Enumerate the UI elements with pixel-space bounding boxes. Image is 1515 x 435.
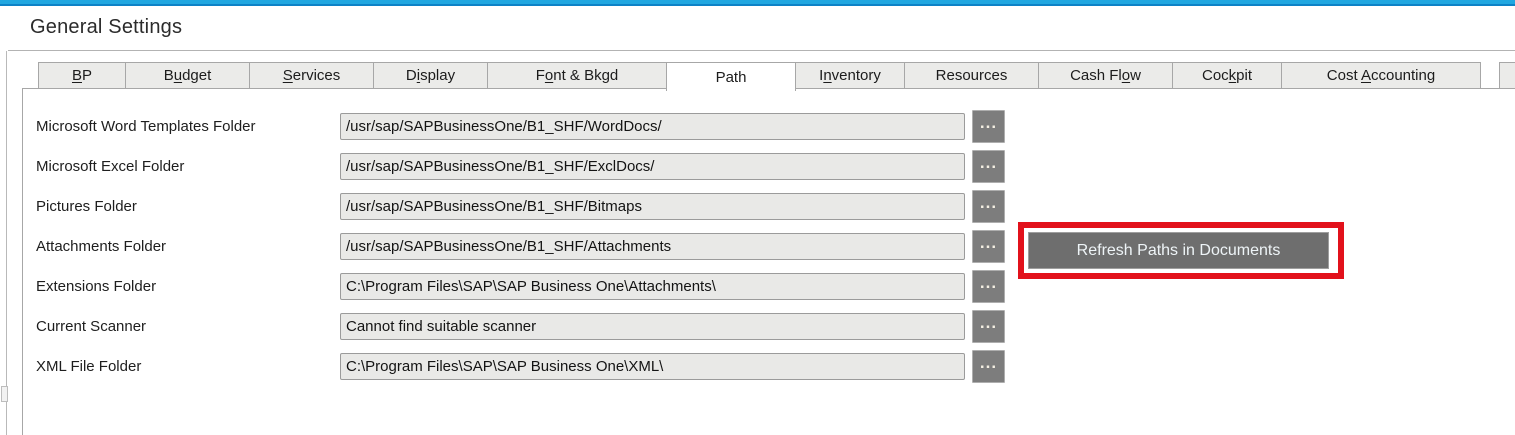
extensions-folder-browse-button[interactable]: ...	[972, 270, 1005, 303]
extensions-folder-input[interactable]	[340, 273, 965, 300]
form-row-microsoft-word-templates-folder: Microsoft Word Templates Folder ...	[36, 110, 1005, 143]
ellipsis-icon: ...	[979, 152, 998, 172]
microsoft-word-templates-folder-input[interactable]	[340, 113, 965, 140]
tab-cash-flow[interactable]: Cash Flow	[1038, 62, 1173, 88]
tab-path[interactable]: Path	[666, 62, 796, 91]
tab-label: Cost Accounting	[1326, 67, 1436, 84]
tab-label: Cockpit	[1201, 67, 1253, 84]
ellipsis-icon: ...	[979, 352, 998, 372]
microsoft-excel-folder-browse-button[interactable]: ...	[972, 150, 1005, 183]
window-left-border	[6, 51, 7, 435]
current-scanner-label: Current Scanner	[36, 318, 147, 335]
tab-overflow-sliver	[1499, 62, 1515, 88]
xml-file-folder-label: XML File Folder	[36, 358, 142, 375]
tab-label: Resources	[935, 67, 1008, 84]
tab-label: Cash Flow	[1070, 67, 1141, 84]
form-row-xml-file-folder: XML File Folder ...	[36, 350, 1005, 383]
form-row-attachments-folder: Attachments Folder ...	[36, 230, 1005, 263]
pictures-folder-input[interactable]	[340, 193, 965, 220]
tab-bar: BP Budget Services Display Font & Bkgd P…	[38, 62, 1481, 91]
form-row-extensions-folder: Extensions Folder ...	[36, 270, 1005, 303]
tab-label: Inventory	[819, 67, 881, 84]
tab-label: Display	[405, 67, 456, 84]
microsoft-excel-folder-label: Microsoft Excel Folder	[36, 158, 185, 175]
path-settings-form: Microsoft Word Templates Folder ... Micr…	[36, 110, 1005, 390]
tab-font-bkgd[interactable]: Font & Bkgd	[487, 62, 667, 88]
microsoft-excel-folder-input[interactable]	[340, 153, 965, 180]
red-highlight-rectangle: Refresh Paths in Documents	[1018, 222, 1344, 279]
tab-label: BP	[71, 67, 93, 84]
window-top-blue-strip	[0, 0, 1515, 6]
page-title: General Settings	[30, 16, 183, 38]
form-row-microsoft-excel-folder: Microsoft Excel Folder ...	[36, 150, 1005, 183]
current-scanner-browse-button[interactable]: ...	[972, 310, 1005, 343]
tab-bp[interactable]: BP	[38, 62, 126, 88]
ellipsis-icon: ...	[979, 112, 998, 132]
ellipsis-icon: ...	[979, 192, 998, 212]
left-edge-grip	[1, 386, 8, 402]
current-scanner-input[interactable]	[340, 313, 965, 340]
pictures-folder-browse-button[interactable]: ...	[972, 190, 1005, 223]
ellipsis-icon: ...	[979, 312, 998, 332]
pictures-folder-label: Pictures Folder	[36, 198, 137, 215]
tab-cost-accounting[interactable]: Cost Accounting	[1281, 62, 1481, 88]
extensions-folder-label: Extensions Folder	[36, 278, 157, 295]
tab-inventory[interactable]: Inventory	[795, 62, 905, 88]
tab-label: Services	[282, 67, 341, 84]
tab-label: Font & Bkgd	[535, 67, 619, 84]
xml-file-folder-input[interactable]	[340, 353, 965, 380]
tab-cockpit[interactable]: Cockpit	[1172, 62, 1282, 88]
tab-label: Path	[715, 68, 747, 86]
tab-services[interactable]: Services	[249, 62, 374, 88]
tab-display[interactable]: Display	[373, 62, 488, 88]
tab-label: Budget	[163, 67, 212, 84]
refresh-paths-in-documents-button[interactable]: Refresh Paths in Documents	[1028, 232, 1329, 269]
form-row-current-scanner: Current Scanner ...	[36, 310, 1005, 343]
attachments-folder-label: Attachments Folder	[36, 238, 167, 255]
xml-file-folder-browse-button[interactable]: ...	[972, 350, 1005, 383]
title-divider	[8, 50, 1515, 51]
tab-budget[interactable]: Budget	[125, 62, 250, 88]
attachments-folder-browse-button[interactable]: ...	[972, 230, 1005, 263]
microsoft-word-templates-folder-label: Microsoft Word Templates Folder	[36, 118, 256, 135]
tab-resources[interactable]: Resources	[904, 62, 1039, 88]
ellipsis-icon: ...	[979, 272, 998, 292]
ellipsis-icon: ...	[979, 232, 998, 252]
form-row-pictures-folder: Pictures Folder ...	[36, 190, 1005, 223]
microsoft-word-templates-folder-browse-button[interactable]: ...	[972, 110, 1005, 143]
attachments-folder-input[interactable]	[340, 233, 965, 260]
